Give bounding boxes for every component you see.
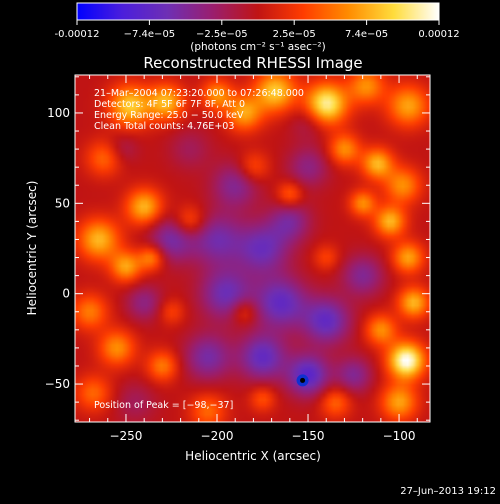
x-tick-label: −250	[109, 429, 142, 443]
y-tick-label: 0	[62, 287, 70, 301]
y-tick-label: −50	[45, 377, 70, 391]
colorbar-units-label: (photons cm⁻² s⁻¹ asec⁻²)	[190, 41, 325, 53]
y-tick-label: 50	[55, 196, 70, 210]
x-tick-label: −150	[292, 429, 325, 443]
colorbar-strip	[76, 2, 440, 21]
peak-position-label: Position of Peak = [−98,−37]	[94, 400, 233, 411]
colorbar-ticks: -0.00012 −7.4e−05 −2.5e−05 2.5e−05 7.4e−05 0.…	[55, 20, 460, 40]
colorbar-tick-label: -0.00012	[55, 29, 100, 40]
annotation-line-detectors: Detectors: 4F 5F 6F 7F 8F, Att 0	[94, 99, 245, 110]
chart-title: Reconstructed RHESSI Image	[143, 54, 362, 72]
colorbar-tick-label: 7.4e−05	[345, 29, 388, 40]
plot-frame	[74, 74, 431, 423]
annotation-line-counts: Clean Total counts: 4.76E+03	[94, 121, 234, 132]
peak-marker	[296, 374, 309, 387]
footer-timestamp: 27–Jun–2013 19:12	[400, 486, 496, 497]
heatmap-raster	[75, 75, 430, 422]
colorbar-tick-label: 2.5e−05	[273, 29, 316, 40]
y-axis-label: Heliocentric Y (arcsec)	[25, 181, 39, 316]
annotation-line-time: 21–Mar–2004 07:23:20.000 to 07:26:48.000	[94, 88, 304, 99]
x-axis-label: Heliocentric X (arcsec)	[185, 449, 321, 463]
marker-dot	[300, 377, 306, 383]
x-tick-label: −100	[383, 429, 416, 443]
heatmap-image	[75, 75, 430, 422]
colorbar-tick-label: −2.5e−05	[196, 29, 248, 40]
annotation-block: 21–Mar–2004 07:23:20.000 to 07:26:48.000…	[94, 88, 304, 132]
x-tick-label: −200	[201, 429, 234, 443]
axes-ticks: −250 −200 −150 −100 −50 0 50 100	[45, 75, 430, 443]
y-tick-label: 100	[47, 106, 70, 120]
colorbar-tick-label: −7.4e−05	[124, 29, 176, 40]
colorbar: -0.00012 −7.4e−05 −2.5e−05 2.5e−05 7.4e−05 0.…	[55, 2, 460, 53]
colorbar-tick-label: 0.00012	[418, 29, 459, 40]
annotation-line-energy: Energy Range: 25.0 − 50.0 keV	[94, 110, 244, 121]
